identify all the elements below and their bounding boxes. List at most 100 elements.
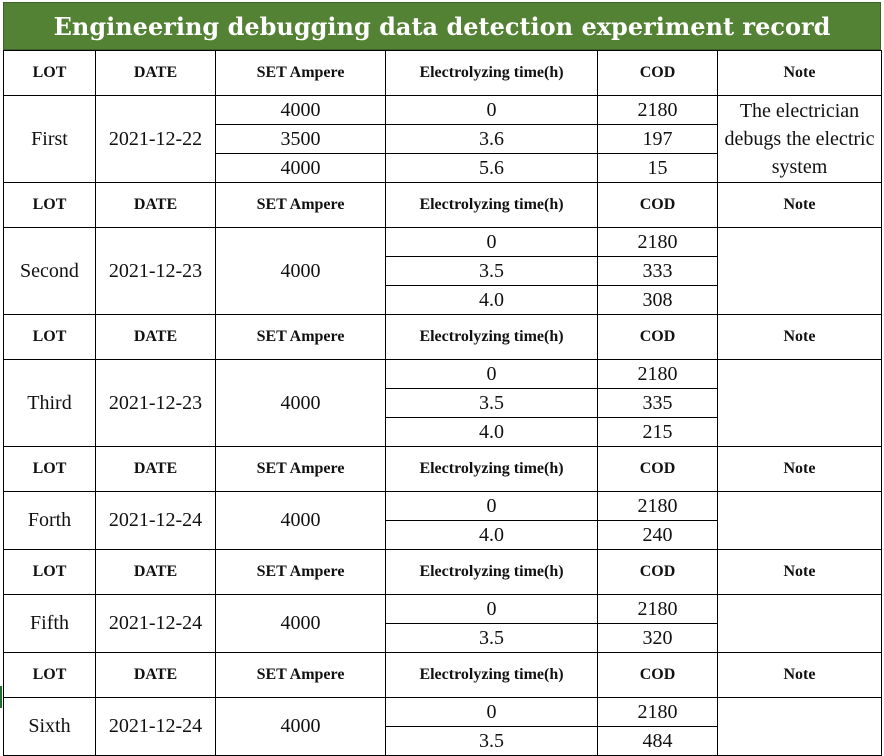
date-cell[interactable]: 2021-12-24 bbox=[95, 491, 216, 550]
date-cell[interactable]: 2021-12-23 bbox=[95, 359, 216, 447]
time-cell[interactable]: 4.0 bbox=[385, 285, 598, 315]
note-cell[interactable] bbox=[717, 697, 882, 756]
note-header[interactable]: Note bbox=[717, 549, 882, 595]
date-header[interactable]: DATE bbox=[95, 314, 216, 360]
ampere-cell[interactable]: 4000 bbox=[215, 227, 386, 315]
cod-cell[interactable]: 308 bbox=[597, 285, 718, 315]
table-row: Second 2021-12-23 4000 0 2180 bbox=[3, 227, 882, 315]
electrolyzing-time-header[interactable]: Electrolyzing time(h) bbox=[385, 182, 598, 228]
time-cell[interactable]: 3.6 bbox=[385, 124, 598, 154]
table-row: Fifth 2021-12-24 4000 0 2180 bbox=[3, 594, 882, 653]
cod-cell[interactable]: 2180 bbox=[597, 95, 718, 125]
date-cell[interactable]: 2021-12-24 bbox=[95, 594, 216, 653]
note-header[interactable]: Note bbox=[717, 652, 882, 698]
electrolyzing-time-header[interactable]: Electrolyzing time(h) bbox=[385, 446, 598, 492]
ampere-cell[interactable]: 4000 bbox=[215, 491, 386, 550]
cod-header[interactable]: COD bbox=[597, 549, 718, 595]
note-header[interactable]: Note bbox=[717, 182, 882, 228]
ampere-cell[interactable]: 4000 bbox=[215, 95, 386, 125]
cod-cell[interactable]: 197 bbox=[597, 124, 718, 154]
lot-header[interactable]: LOT bbox=[3, 652, 96, 698]
set-ampere-header[interactable]: SET Ampere bbox=[215, 549, 386, 595]
time-cell[interactable]: 4.0 bbox=[385, 417, 598, 447]
electrolyzing-time-header[interactable]: Electrolyzing time(h) bbox=[385, 50, 598, 96]
electrolyzing-time-header[interactable]: Electrolyzing time(h) bbox=[385, 549, 598, 595]
time-cell[interactable]: 3.5 bbox=[385, 388, 598, 418]
date-header[interactable]: DATE bbox=[95, 652, 216, 698]
cod-cell[interactable]: 320 bbox=[597, 623, 718, 653]
table-row: 3500 3.6 197 bbox=[4, 124, 882, 154]
set-ampere-header[interactable]: SET Ampere bbox=[215, 314, 386, 360]
cod-header[interactable]: COD bbox=[597, 446, 718, 492]
electrolyzing-time-header[interactable]: Electrolyzing time(h) bbox=[385, 652, 598, 698]
cod-header[interactable]: COD bbox=[597, 182, 718, 228]
date-cell[interactable]: 2021-12-23 bbox=[95, 227, 216, 315]
cod-cell[interactable]: 333 bbox=[597, 256, 718, 286]
cod-cell[interactable]: 2180 bbox=[597, 594, 718, 624]
lot-cell[interactable]: Fifth bbox=[3, 594, 96, 653]
table-row: 3.5 333 bbox=[4, 256, 882, 286]
date-header[interactable]: DATE bbox=[95, 446, 216, 492]
cod-cell[interactable]: 2180 bbox=[597, 491, 718, 521]
cod-cell[interactable]: 2180 bbox=[597, 697, 718, 727]
date-header[interactable]: DATE bbox=[95, 549, 216, 595]
date-cell[interactable]: 2021-12-24 bbox=[95, 697, 216, 756]
lot-header[interactable]: LOT bbox=[3, 314, 96, 360]
note-header[interactable]: Note bbox=[717, 50, 882, 96]
lot-header[interactable]: LOT bbox=[3, 182, 96, 228]
lot-cell[interactable]: Sixth bbox=[3, 697, 96, 756]
set-ampere-header[interactable]: SET Ampere bbox=[215, 182, 386, 228]
set-ampere-header[interactable]: SET Ampere bbox=[215, 652, 386, 698]
time-cell[interactable]: 0 bbox=[385, 95, 598, 125]
time-cell[interactable]: 5.6 bbox=[385, 153, 598, 183]
header-row: LOT DATE SET Ampere Electrolyzing time(h… bbox=[3, 50, 882, 96]
note-header[interactable]: Note bbox=[717, 446, 882, 492]
note-cell[interactable]: The electrician debugs the electric syst… bbox=[717, 95, 882, 183]
lot-header[interactable]: LOT bbox=[3, 446, 96, 492]
lot-cell[interactable]: Second bbox=[3, 227, 96, 315]
lot-cell[interactable]: Third bbox=[3, 359, 96, 447]
note-header[interactable]: Note bbox=[717, 314, 882, 360]
set-ampere-header[interactable]: SET Ampere bbox=[215, 446, 386, 492]
ampere-cell[interactable]: 4000 bbox=[215, 697, 386, 756]
note-cell[interactable] bbox=[717, 227, 882, 315]
header-row: LOT DATE SET Ampere Electrolyzing time(h… bbox=[3, 446, 882, 492]
time-cell[interactable]: 3.5 bbox=[385, 623, 598, 653]
note-cell[interactable] bbox=[717, 359, 882, 447]
cod-cell[interactable]: 335 bbox=[597, 388, 718, 418]
cod-header[interactable]: COD bbox=[597, 50, 718, 96]
date-cell[interactable]: 2021-12-22 bbox=[95, 95, 216, 183]
cod-cell[interactable]: 2180 bbox=[597, 227, 718, 257]
cod-cell[interactable]: 215 bbox=[597, 417, 718, 447]
ampere-cell[interactable]: 3500 bbox=[215, 124, 386, 154]
lot-header[interactable]: LOT bbox=[3, 50, 96, 96]
set-ampere-header[interactable]: SET Ampere bbox=[215, 50, 386, 96]
lot-cell[interactable]: First bbox=[3, 95, 96, 183]
note-cell[interactable] bbox=[717, 491, 882, 550]
time-cell[interactable]: 3.5 bbox=[385, 256, 598, 286]
lot-cell[interactable]: Forth bbox=[3, 491, 96, 550]
table-row: Sixth 2021-12-24 4000 0 2180 bbox=[3, 697, 882, 756]
ampere-cell[interactable]: 4000 bbox=[215, 359, 386, 447]
cod-cell[interactable]: 2180 bbox=[597, 359, 718, 389]
cod-header[interactable]: COD bbox=[597, 652, 718, 698]
ampere-cell[interactable]: 4000 bbox=[215, 594, 386, 653]
time-cell[interactable]: 3.5 bbox=[385, 726, 598, 756]
date-header[interactable]: DATE bbox=[95, 182, 216, 228]
header-row: LOT DATE SET Ampere Electrolyzing time(h… bbox=[3, 314, 882, 360]
time-cell[interactable]: 0 bbox=[385, 594, 598, 624]
ampere-cell[interactable]: 4000 bbox=[215, 153, 386, 183]
time-cell[interactable]: 0 bbox=[385, 491, 598, 521]
cod-cell[interactable]: 484 bbox=[597, 726, 718, 756]
lot-header[interactable]: LOT bbox=[3, 549, 96, 595]
note-cell[interactable] bbox=[717, 594, 882, 653]
electrolyzing-time-header[interactable]: Electrolyzing time(h) bbox=[385, 314, 598, 360]
time-cell[interactable]: 0 bbox=[385, 359, 598, 389]
cod-header[interactable]: COD bbox=[597, 314, 718, 360]
cod-cell[interactable]: 240 bbox=[597, 520, 718, 550]
cod-cell[interactable]: 15 bbox=[597, 153, 718, 183]
time-cell[interactable]: 4.0 bbox=[385, 520, 598, 550]
time-cell[interactable]: 0 bbox=[385, 697, 598, 727]
date-header[interactable]: DATE bbox=[95, 50, 216, 96]
time-cell[interactable]: 0 bbox=[385, 227, 598, 257]
